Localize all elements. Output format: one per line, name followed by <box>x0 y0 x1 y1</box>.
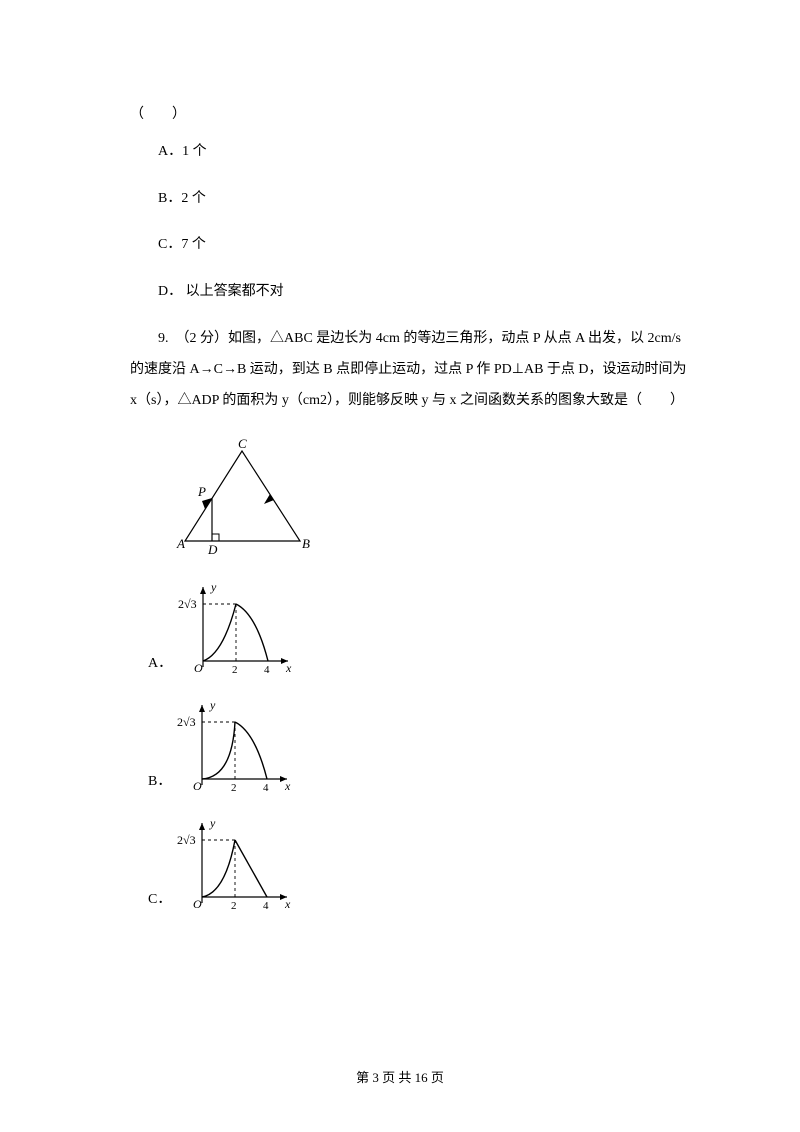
svg-text:y: y <box>210 580 217 594</box>
svg-text:O: O <box>193 897 202 911</box>
graph-option-a: A． y x O 2√3 2 4 <box>148 579 690 679</box>
q8-option-a: A．1 个 <box>130 137 690 168</box>
svg-text:4: 4 <box>264 664 270 676</box>
triangle-label-d: D <box>207 542 218 557</box>
svg-text:2√3: 2√3 <box>177 833 196 847</box>
triangle-label-a: A <box>176 536 185 551</box>
svg-text:2: 2 <box>232 664 238 676</box>
svg-text:O: O <box>194 661 203 675</box>
q8-option-c: C．7 个 <box>130 230 690 261</box>
graph-option-b: B． y x O 2√3 2 4 <box>148 697 690 797</box>
svg-text:4: 4 <box>263 900 269 912</box>
triangle-label-p: P <box>197 484 206 499</box>
svg-text:4: 4 <box>263 782 269 794</box>
option-c-label: C． <box>148 885 171 916</box>
q9-line1: 9. （2 分）如图，△ABC 是边长为 4cm 的等边三角形，动点 P 从点 … <box>130 324 690 355</box>
q9-line3: x（s），△ADP 的面积为 y（cm2），则能够反映 y 与 x 之间函数关系… <box>130 386 690 417</box>
q8-stem: （ ） <box>130 100 690 131</box>
svg-text:x: x <box>285 661 292 675</box>
svg-text:y: y <box>209 698 216 712</box>
svg-text:2√3: 2√3 <box>178 597 197 611</box>
option-b-label: B． <box>148 767 171 798</box>
q9-line2: 的速度沿 A→C→B 运动，到达 B 点即停止运动，过点 P 作 PD⊥AB 于… <box>130 355 690 386</box>
q8-option-d: D． 以上答案都不对 <box>130 277 690 308</box>
svg-text:O: O <box>193 779 202 793</box>
svg-text:x: x <box>284 779 291 793</box>
page-footer: 第 3 页 共 16 页 <box>0 1067 800 1086</box>
graph-option-c: C． y x O 2√3 2 4 <box>148 815 690 915</box>
svg-text:x: x <box>284 897 291 911</box>
q8-option-b: B．2 个 <box>130 184 690 215</box>
svg-text:2: 2 <box>231 900 237 912</box>
option-a-label: A． <box>148 649 172 680</box>
svg-text:2√3: 2√3 <box>177 715 196 729</box>
triangle-label-c: C <box>238 436 247 451</box>
svg-text:2: 2 <box>231 782 237 794</box>
triangle-label-b: B <box>302 536 310 551</box>
triangle-figure: A B C D P <box>170 436 690 561</box>
svg-text:y: y <box>209 816 216 830</box>
